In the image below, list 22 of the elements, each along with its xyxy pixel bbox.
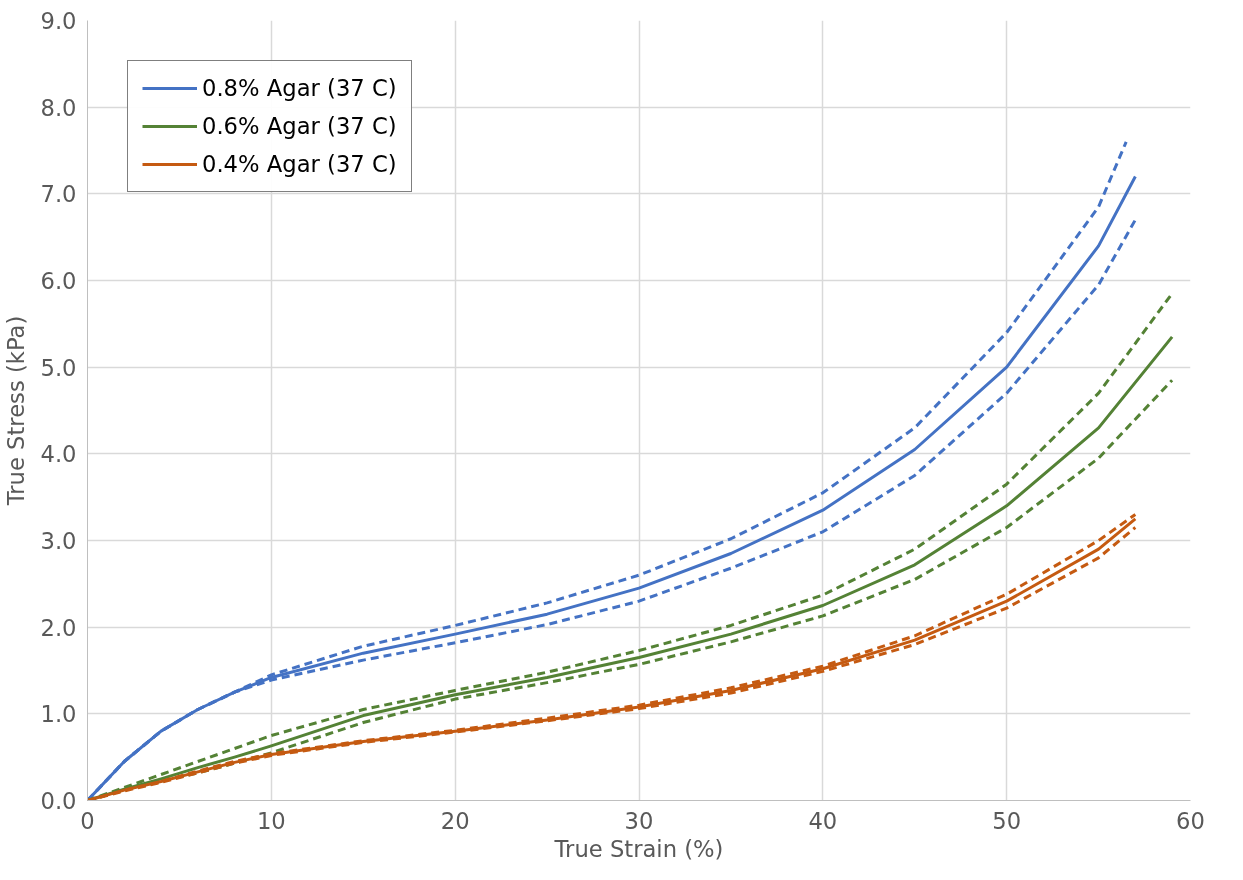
x-tick-label: 10 <box>256 807 286 834</box>
x-tick-label: 60 <box>1176 807 1205 834</box>
y-axis-title: True Stress (kPa) <box>3 315 30 507</box>
y-tick-label: 4.0 <box>40 441 77 468</box>
x-tick-label: 30 <box>624 807 654 834</box>
y-tick-label: 3.0 <box>40 528 77 554</box>
y-tick-label: 5.0 <box>40 354 77 381</box>
x-tick-label: 40 <box>808 807 838 834</box>
y-tick-label: 9.0 <box>40 8 77 34</box>
x-tick-label: 20 <box>440 807 470 834</box>
y-tick-label: 6.0 <box>40 268 77 294</box>
legend-label: 0.4% Agar (37 C) <box>202 151 397 177</box>
x-tick-label: 50 <box>992 807 1022 834</box>
y-tick-label: 8.0 <box>40 94 77 121</box>
legend-label: 0.8% Agar (37 C) <box>202 75 397 101</box>
x-tick-label: 0 <box>80 807 95 834</box>
legend-label: 0.6% Agar (37 C) <box>202 113 397 139</box>
y-tick-label: 0.0 <box>40 788 77 814</box>
y-tick-label: 2.0 <box>40 614 77 641</box>
x-axis-title: True Strain (%) <box>553 835 724 862</box>
y-tick-label: 7.0 <box>40 181 77 208</box>
y-tick-label: 1.0 <box>40 701 77 728</box>
